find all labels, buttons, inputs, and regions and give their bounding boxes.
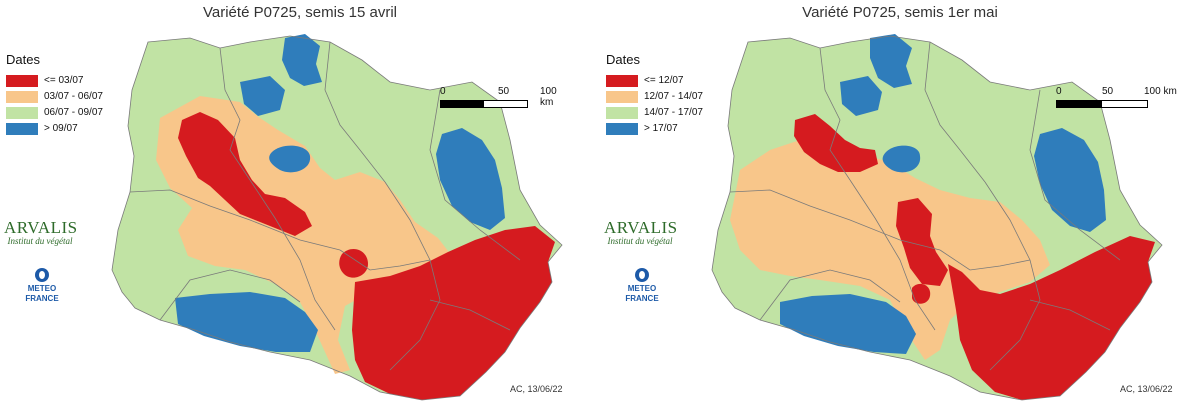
scale-label-0: 0 (1056, 86, 1062, 97)
legend-swatch (606, 106, 638, 119)
scale-label-50: 50 (498, 86, 510, 97)
region-red-spot (339, 249, 368, 278)
scale-bar: 0 50 100 km (440, 86, 570, 114)
scale-graphic (1056, 100, 1148, 108)
region-blue-east (436, 128, 505, 230)
legend-item-red: <= 03/07 (6, 73, 103, 88)
arvalis-name: ARVALIS (4, 218, 78, 237)
region-red-center (896, 198, 948, 286)
legend-swatch (6, 74, 38, 87)
legend-item-orange: 12/07 - 14/07 (606, 89, 703, 104)
choropleth-map (711, 34, 1163, 401)
region-blue-south (780, 294, 916, 354)
legend: Dates <= 12/07 12/07 - 14/07 14/07 - 17/… (606, 52, 703, 137)
arvalis-logo: ARVALIS Institut du végétal (604, 218, 678, 246)
legend-label: 14/07 - 17/07 (644, 107, 703, 118)
scale-graphic (440, 100, 528, 108)
map-credit: AC, 13/06/22 (1120, 384, 1173, 394)
legend-item-blue: > 17/07 (606, 121, 703, 136)
region-red-north (794, 114, 878, 172)
meteo-france-logo: METEO FRANCE (620, 268, 664, 304)
legend-swatch (606, 90, 638, 103)
region-red-south (352, 226, 555, 400)
region-blue-north (282, 34, 322, 86)
region-red-spot (912, 283, 931, 304)
legend-swatch (606, 122, 638, 135)
map-title: Variété P0725, semis 15 avril (203, 4, 397, 21)
legend-label: 12/07 - 14/07 (644, 91, 703, 102)
region-blue-center (882, 145, 921, 173)
legend-label: <= 12/07 (644, 75, 684, 86)
map-panel-15-avril: Variété P0725, semis 15 avril Dates <= 0… (4, 4, 570, 401)
legend-label: 06/07 - 09/07 (44, 107, 103, 118)
region-blue-nw (840, 76, 882, 116)
arvalis-name: ARVALIS (604, 218, 678, 237)
meteo-france-icon (35, 268, 49, 282)
legend-swatch (6, 90, 38, 103)
scale-label-50: 50 (1102, 86, 1114, 97)
map-credit: AC, 13/06/22 (510, 384, 563, 394)
legend-label: > 17/07 (644, 123, 678, 134)
legend-item-green: 06/07 - 09/07 (6, 105, 103, 120)
legend-item-green: 14/07 - 17/07 (606, 105, 703, 120)
legend-item-red: <= 12/07 (606, 73, 703, 88)
scale-label-100: 100 km (1144, 86, 1177, 97)
arvalis-subtitle: Institut du végétal (607, 236, 673, 246)
region-red-south (948, 236, 1155, 400)
legend-label: 03/07 - 06/07 (44, 91, 103, 102)
legend-item-orange: 03/07 - 06/07 (6, 89, 103, 104)
scale-label-100: 100 km (540, 86, 557, 108)
legend: Dates <= 03/07 03/07 - 06/07 06/07 - 09/… (6, 52, 103, 137)
department-boundaries (711, 35, 1163, 401)
map-panel-1er-mai: Variété P0725, semis 1er mai Dates <= 12… (600, 0, 1200, 419)
scale-bar: 0 50 100 km (1056, 86, 1186, 114)
arvalis-subtitle: Institut du végétal (7, 236, 73, 246)
arvalis-logo: ARVALIS Institut du végétal (4, 218, 78, 246)
legend-swatch (6, 106, 38, 119)
region-red-north (178, 112, 312, 236)
meteo-france-logo: METEO FRANCE (20, 268, 64, 304)
meteo-line1: METEO (27, 284, 57, 293)
legend-title: Dates (6, 52, 40, 67)
legend-title: Dates (606, 52, 640, 67)
meteo-line2: FRANCE (25, 294, 59, 303)
legend-swatch (6, 122, 38, 135)
meteo-line1: METEO (627, 284, 657, 293)
legend-label: > 09/07 (44, 123, 78, 134)
legend-swatch (606, 74, 638, 87)
scale-label-0: 0 (440, 86, 446, 97)
legend-label: <= 03/07 (44, 75, 84, 86)
map-title: Variété P0725, semis 1er mai (802, 4, 998, 21)
meteo-france-icon (635, 268, 649, 282)
region-blue-north (870, 34, 912, 88)
choropleth-map (111, 34, 563, 401)
region-blue-south (175, 292, 318, 352)
department-boundaries (111, 35, 563, 401)
region-blue-nw (240, 76, 285, 116)
meteo-line2: FRANCE (625, 294, 659, 303)
region-orange (730, 140, 1050, 360)
legend-item-blue: > 09/07 (6, 121, 103, 136)
region-blue-center (269, 145, 311, 173)
